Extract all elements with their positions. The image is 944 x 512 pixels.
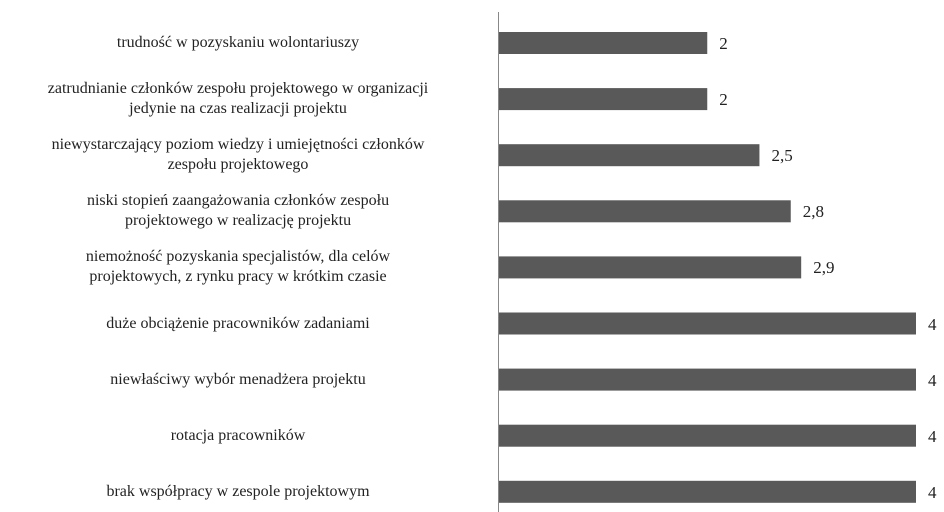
- bar: [499, 480, 916, 503]
- bar: [499, 368, 916, 391]
- bar: [499, 312, 916, 335]
- bar: [499, 88, 708, 111]
- category-label: niski stopień zaangażowania członków zes…: [86, 192, 390, 230]
- bar: [499, 144, 760, 167]
- category-label: duże obciążenie pracowników zadaniami: [106, 314, 370, 332]
- value-label: 4: [928, 314, 937, 334]
- category-label: niewłaściwy wybór menadżera projektu: [110, 370, 366, 388]
- bar: [499, 200, 791, 223]
- value-label: 2,9: [813, 258, 835, 278]
- category-label: niewystarczający poziom wiedzy i umiejęt…: [51, 136, 425, 174]
- category-label: trudność w pozyskaniu wolontariuszy: [116, 34, 360, 51]
- value-label: 2: [719, 90, 728, 110]
- bar: [499, 256, 802, 279]
- value-label: 2,5: [771, 146, 793, 166]
- value-label: 2,8: [802, 202, 824, 222]
- category-label: zatrudnianie członków zespołu projektowe…: [47, 80, 429, 118]
- category-label: rotacja pracowników: [170, 426, 306, 444]
- value-label: 4: [928, 482, 937, 502]
- bar: [499, 424, 916, 447]
- category-label: niemożność pozyskania specjalistów, dla …: [85, 248, 391, 286]
- value-label: 4: [928, 426, 937, 446]
- bar: [499, 32, 708, 54]
- category-label: brak współpracy w zespole projektowym: [106, 482, 370, 500]
- value-label: 4: [928, 370, 937, 390]
- value-label: 2: [719, 34, 728, 53]
